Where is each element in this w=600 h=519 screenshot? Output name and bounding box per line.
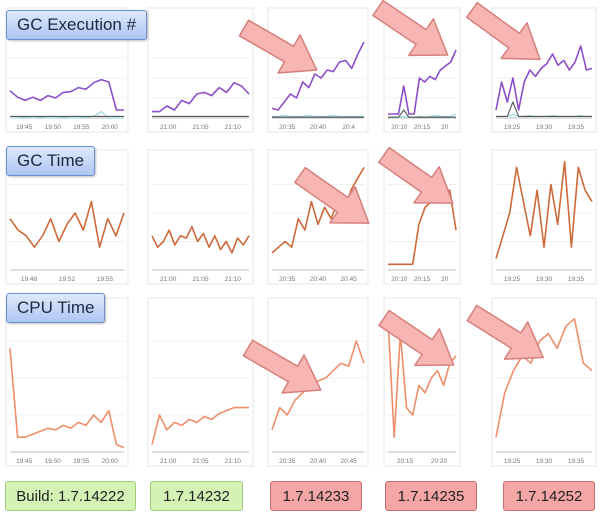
series-line xyxy=(9,348,125,449)
regression-arrow-icon xyxy=(378,309,455,367)
x-tick-label: 20 xyxy=(441,276,449,283)
x-tick-label: 19:30 xyxy=(536,124,553,131)
chart-panel: 21:00 21:05 21:10 xyxy=(147,7,254,133)
series-line xyxy=(495,317,593,438)
x-tick-label: 19:45 xyxy=(16,458,33,465)
x-tick-label: 20:35 xyxy=(279,124,296,131)
x-tick-label: 19:45 xyxy=(16,124,33,131)
panel-frame xyxy=(147,149,254,285)
series-line xyxy=(9,200,125,248)
x-tick-label: 21:10 xyxy=(225,458,242,465)
x-tick-label: 20:20 xyxy=(431,458,448,465)
x-tick-label: 21:05 xyxy=(192,124,209,131)
x-tick-label: 20:15 xyxy=(397,458,414,465)
series-line xyxy=(271,340,365,431)
regression-arrow-icon xyxy=(294,166,370,224)
series-line xyxy=(495,45,593,111)
x-tick-label: 20:15 xyxy=(414,124,431,131)
x-tick-label: 20:10 xyxy=(391,124,408,131)
x-tick-label: 19:35 xyxy=(568,458,585,465)
x-tick-label: 20:35 xyxy=(279,458,296,465)
x-tick-label: 19:55 xyxy=(97,276,114,283)
chart-panel: 19:45 19:50 19:55 20:00 xyxy=(5,297,129,467)
chart-panel: 21:00 21:05 21:10 xyxy=(147,297,254,467)
build-label: 1.7.14232 xyxy=(150,481,243,511)
x-tick-label: 19:55 xyxy=(73,124,90,131)
x-tick-label: 19:52 xyxy=(59,276,76,283)
x-tick-label: 20 xyxy=(441,124,449,131)
x-tick-label: 20:40 xyxy=(310,124,327,131)
panel-frame xyxy=(5,297,129,467)
panel-frame xyxy=(267,149,369,285)
series-line xyxy=(152,82,250,113)
regression-arrow-icon xyxy=(238,19,318,74)
build-label: Build: 1.7.14222 xyxy=(5,481,136,511)
series-line xyxy=(387,318,457,439)
chart-panel: 20:35 20:40 20:45 xyxy=(267,149,369,285)
panel-frame xyxy=(267,7,369,133)
x-tick-label: 20:45 xyxy=(341,276,358,283)
x-tick-label: 21:00 xyxy=(160,276,177,283)
series-line xyxy=(271,41,365,111)
panel-frame xyxy=(491,297,597,467)
chart-panel: 19:25 19:30 19:35 xyxy=(491,297,597,467)
x-tick-label: 20:35 xyxy=(279,276,296,283)
series-line xyxy=(272,115,364,117)
panel-frame xyxy=(491,149,597,285)
x-tick-label: 21:05 xyxy=(192,276,209,283)
series-line xyxy=(388,49,457,115)
x-tick-label: 21:00 xyxy=(160,458,177,465)
x-tick-label: 19:48 xyxy=(21,276,38,283)
regression-arrow-icon xyxy=(466,304,544,360)
x-tick-label: 19:25 xyxy=(504,124,521,131)
build-label: 1.7.14252 xyxy=(503,481,595,511)
row-label-gc-time: GC Time xyxy=(6,146,96,176)
x-tick-label: 20:40 xyxy=(310,458,327,465)
regression-arrow-icon xyxy=(378,146,454,204)
series-line xyxy=(9,78,124,111)
x-tick-label: 21:05 xyxy=(192,458,209,465)
x-tick-label: 19:25 xyxy=(504,276,521,283)
x-tick-label: 19:30 xyxy=(536,458,553,465)
x-tick-label: 20:45 xyxy=(341,458,358,465)
x-tick-label: 19:35 xyxy=(568,124,585,131)
regression-arrow-icon xyxy=(372,0,449,57)
x-tick-label: 20:00 xyxy=(102,458,119,465)
x-tick-label: 19:50 xyxy=(45,458,62,465)
series-line xyxy=(388,109,456,118)
chart-panel: 20:35 20:40 20:45 xyxy=(267,297,369,467)
series-line xyxy=(151,225,250,254)
x-tick-label: 19:50 xyxy=(45,124,62,131)
panel-frame xyxy=(267,297,369,467)
series-line xyxy=(151,406,249,445)
x-tick-label: 20:15 xyxy=(414,276,431,283)
series-line xyxy=(495,160,593,259)
x-tick-label: 20:10 xyxy=(391,276,408,283)
regression-arrow-icon xyxy=(242,339,322,394)
x-tick-label: 19:35 xyxy=(568,276,585,283)
row-label-gc-execution: GC Execution # xyxy=(6,10,148,40)
series-line xyxy=(10,111,124,119)
regression-arrow-icon xyxy=(465,1,541,61)
x-tick-label: 21:00 xyxy=(160,124,177,131)
x-tick-label: 21:10 xyxy=(225,276,242,283)
x-tick-label: 21:10 xyxy=(225,124,242,131)
row-label-cpu-time: CPU Time xyxy=(6,293,106,323)
build-label: 1.7.14233 xyxy=(270,481,362,511)
chart-panel: 19:25 19:30 19:35 xyxy=(491,149,597,285)
panel-frame xyxy=(147,297,254,467)
x-tick-label: 19:30 xyxy=(536,276,553,283)
x-tick-label: 19:55 xyxy=(73,458,90,465)
panel-frame xyxy=(147,7,254,133)
x-tick-label: 20:00 xyxy=(102,124,119,131)
chart-panel: 21:00 21:05 21:10 xyxy=(147,149,254,285)
x-tick-label: 19:25 xyxy=(504,458,521,465)
chart-panel: 20:35 20:40 20:4 xyxy=(267,7,369,133)
x-tick-label: 20:40 xyxy=(310,276,327,283)
build-label: 1.7.14235 xyxy=(385,481,477,511)
series-line xyxy=(496,101,592,117)
x-tick-label: 20:4 xyxy=(342,124,355,131)
